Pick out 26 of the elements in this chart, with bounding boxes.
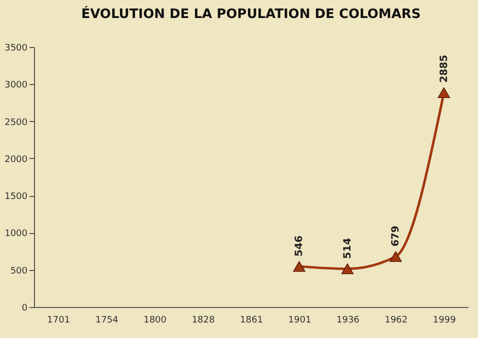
- point: [390, 251, 402, 262]
- y-tick-label: 2000: [4, 154, 28, 165]
- x-tick-label: 1754: [95, 316, 119, 326]
- data-label: 546: [294, 236, 306, 256]
- x-tick-label: 1999: [432, 316, 456, 326]
- x-tick-label: 1828: [192, 316, 216, 326]
- x-tick-label: 1701: [47, 316, 70, 326]
- data-label: 514: [342, 238, 354, 259]
- x-tick-label: 1962: [384, 316, 408, 326]
- x-tick-label: 1936: [336, 316, 360, 326]
- y-tick-label: 0: [22, 304, 28, 314]
- chart-title: ÉVOLUTION DE LA POPULATION DE COLOMARS: [81, 5, 421, 22]
- y-tick-label: 3500: [4, 44, 28, 54]
- y-tick-label: 3000: [4, 80, 28, 91]
- x-tick-label: 1901: [288, 316, 312, 326]
- point: [438, 87, 450, 98]
- point: [341, 263, 354, 274]
- y-tick-label: 1500: [4, 192, 28, 202]
- data-label: 2885: [438, 54, 450, 83]
- y-tick-label: 500: [10, 266, 28, 276]
- data-label: 679: [390, 226, 402, 247]
- point: [293, 261, 306, 272]
- y-tick-label: 2500: [4, 118, 28, 128]
- x-tick-label: 1800: [144, 316, 167, 326]
- x-tick-label: 1861: [240, 316, 263, 326]
- y-tick-label: 1000: [4, 229, 28, 240]
